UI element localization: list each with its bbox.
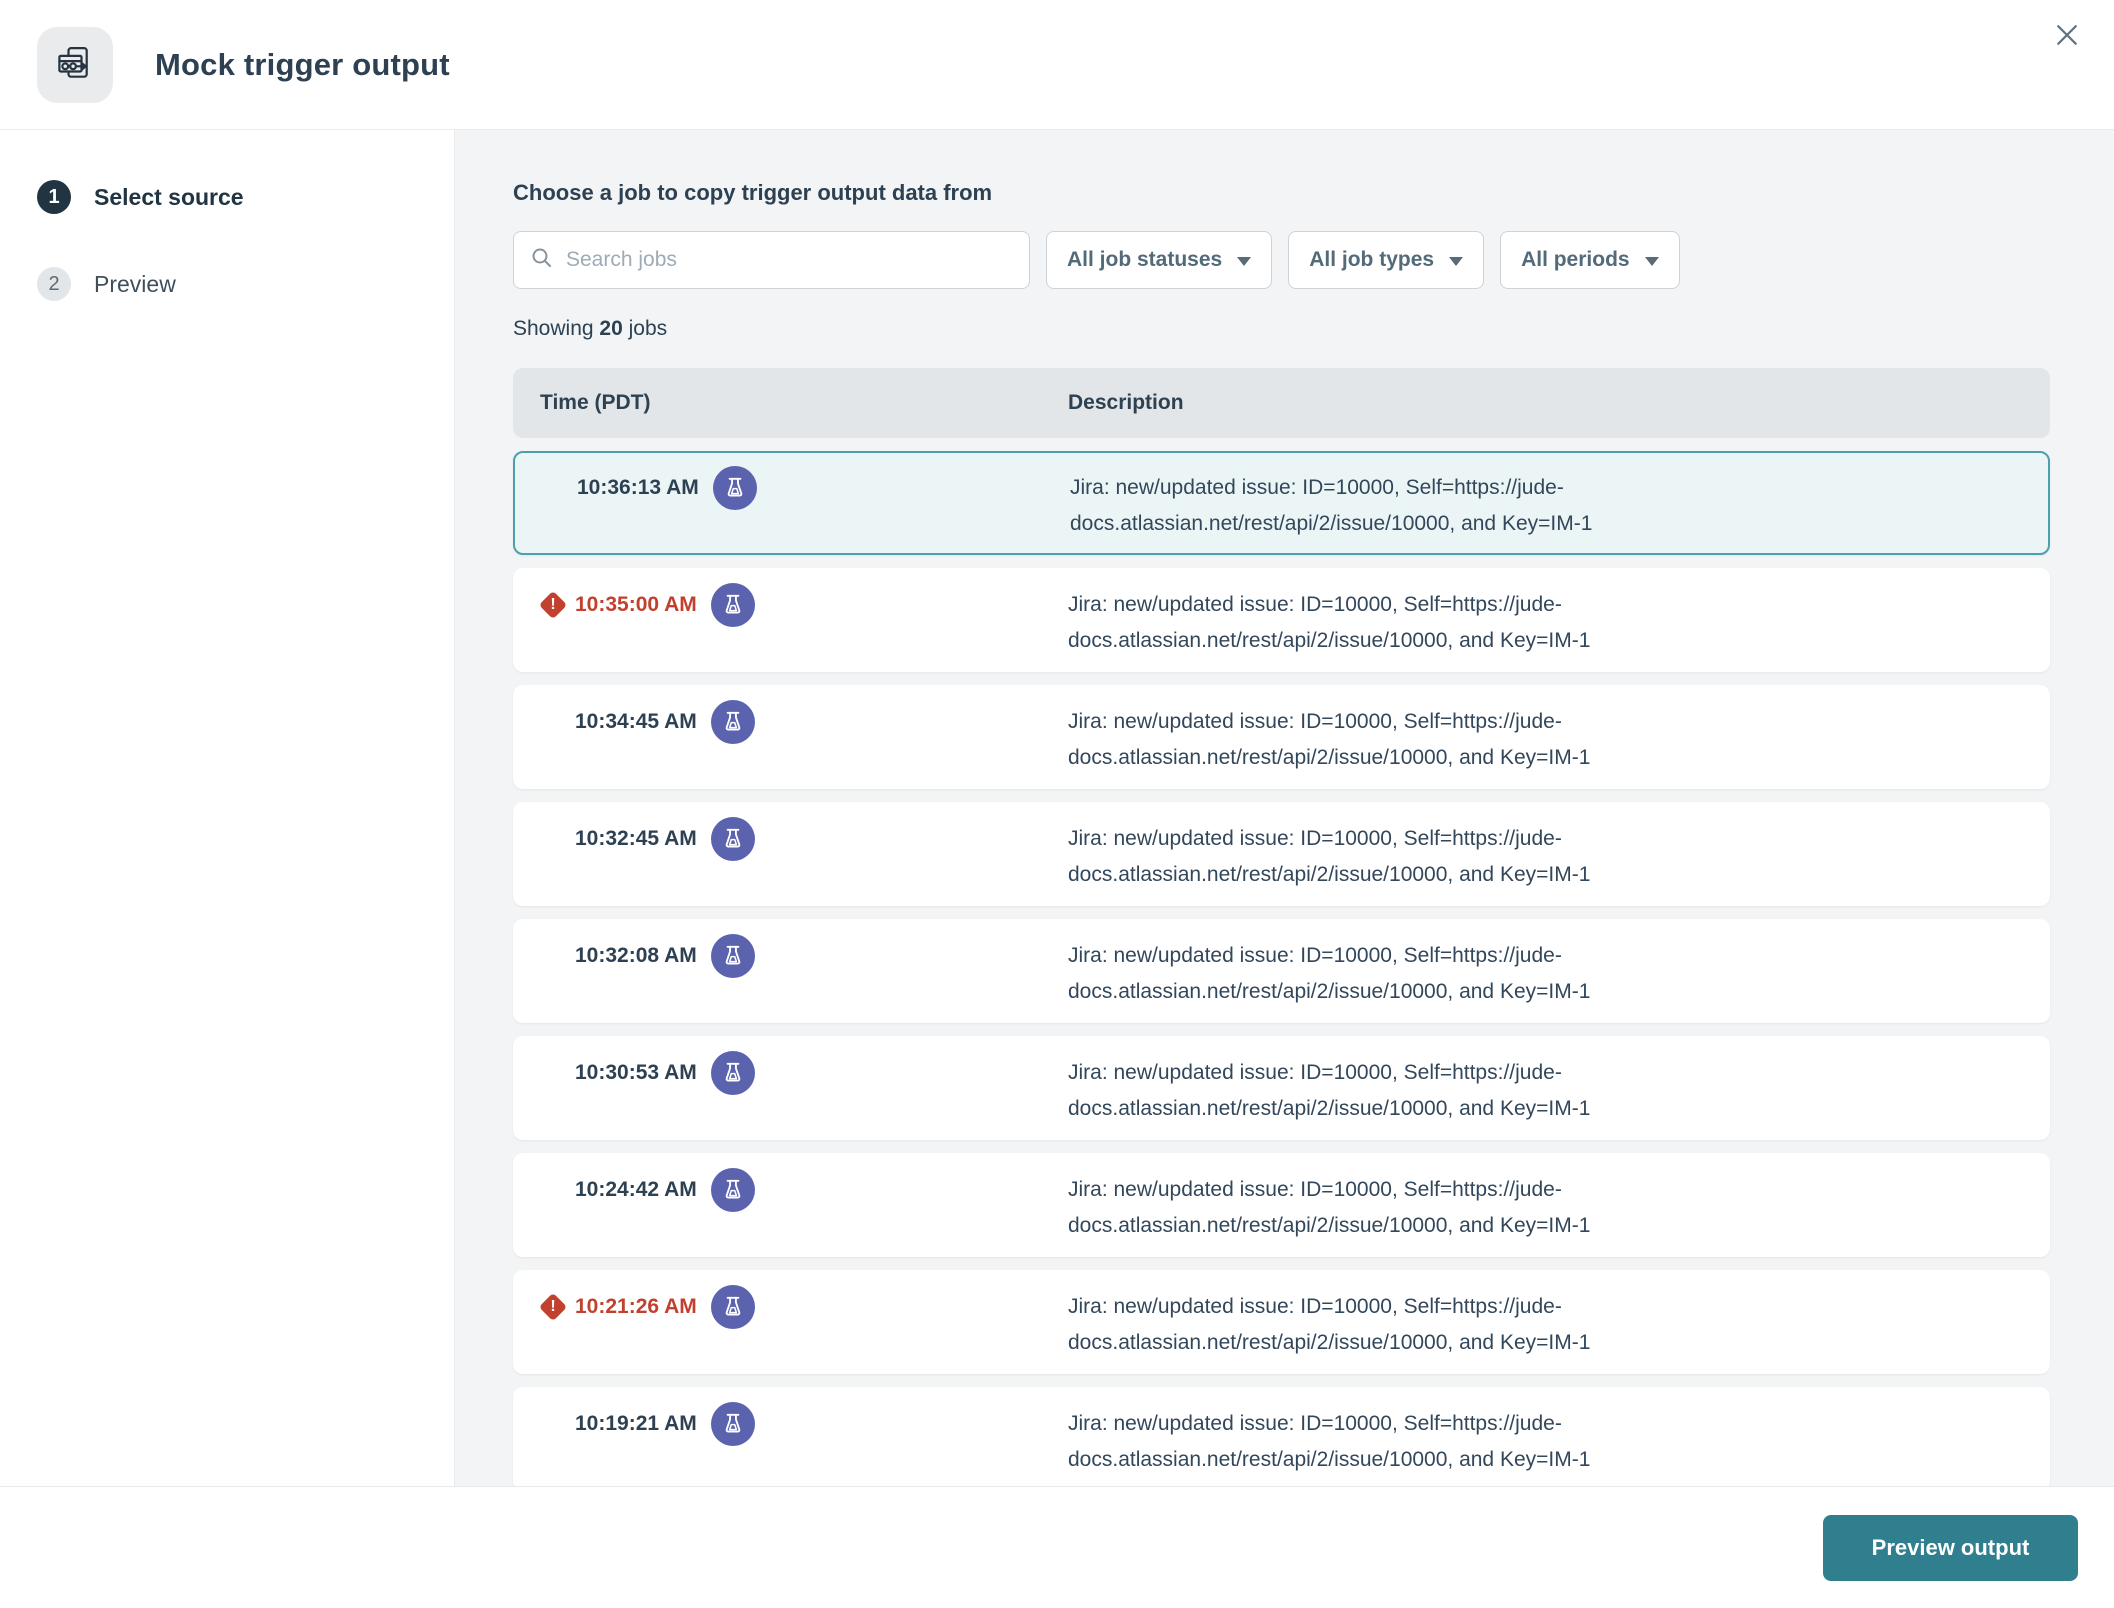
flask-icon <box>712 466 757 510</box>
column-header-description: Description <box>1068 391 1184 414</box>
filter-controls: All job statuses All job types All perio… <box>513 231 2050 289</box>
flask-icon <box>710 934 755 978</box>
job-time: 10:21:26 AM <box>575 1295 697 1318</box>
job-time: 10:24:42 AM <box>575 1178 697 1201</box>
step-number-badge: 2 <box>37 267 71 301</box>
job-description: Jira: new/updated issue: ID=10000, Self=… <box>1068 827 1591 886</box>
job-list: ! 10:36:13 AM Jira: new/updated issue: I… <box>513 451 2050 1486</box>
close-icon <box>2052 25 2082 53</box>
job-description: Jira: new/updated issue: ID=10000, Self=… <box>1068 1178 1591 1237</box>
time-cell: ! 10:36:13 AM <box>515 466 1070 510</box>
preview-output-button[interactable]: Preview output <box>1823 1514 2078 1581</box>
time-cell: ! 10:34:45 AM <box>513 700 1068 744</box>
time-cell: ! 10:35:00 AM <box>513 583 1068 627</box>
error-icon: ! <box>538 590 568 620</box>
flask-icon <box>710 700 755 744</box>
search-box[interactable] <box>513 231 1030 289</box>
table-row[interactable]: ! 10:30:53 AM Jira: new/updated issue: I… <box>513 1036 2050 1140</box>
job-description: Jira: new/updated issue: ID=10000, Self=… <box>1068 1061 1591 1120</box>
chevron-down-icon <box>1644 256 1659 266</box>
filter-label: All periods <box>1521 248 1630 271</box>
time-cell: ! 10:19:21 AM <box>513 1402 1068 1446</box>
job-time: 10:32:08 AM <box>575 944 697 967</box>
trigger-output-icon <box>37 26 113 103</box>
search-input[interactable] <box>566 248 1013 272</box>
main-content: Choose a job to copy trigger output data… <box>455 130 2114 1486</box>
chevron-down-icon <box>1237 256 1252 266</box>
table-row[interactable]: ! 10:19:21 AM Jira: new/updated issue: I… <box>513 1387 2050 1486</box>
column-header-time: Time (PDT) <box>540 391 651 414</box>
step-number-badge: 1 <box>37 180 71 214</box>
table-row[interactable]: ! 10:34:45 AM Jira: new/updated issue: I… <box>513 685 2050 789</box>
table-row[interactable]: ! 10:32:45 AM Jira: new/updated issue: I… <box>513 802 2050 906</box>
job-description: Jira: new/updated issue: ID=10000, Self=… <box>1068 1412 1591 1471</box>
close-button[interactable] <box>2046 14 2088 56</box>
steps-sidebar: 1 Select source 2 Preview <box>0 130 455 1486</box>
step-preview[interactable]: 2 Preview <box>37 267 454 301</box>
flask-icon <box>710 817 755 861</box>
time-cell: ! 10:32:45 AM <box>513 817 1068 861</box>
job-type-filter[interactable]: All job types <box>1288 231 1485 289</box>
chevron-down-icon <box>1449 256 1464 266</box>
results-count: Showing 20 jobs <box>513 317 668 340</box>
job-status-filter[interactable]: All job statuses <box>1046 231 1273 289</box>
job-description: Jira: new/updated issue: ID=10000, Self=… <box>1068 710 1591 769</box>
table-header: Time (PDT) Description <box>513 368 2050 438</box>
step-label: Select source <box>94 183 244 210</box>
time-cell: ! 10:30:53 AM <box>513 1051 1068 1095</box>
flask-icon <box>710 1285 755 1329</box>
time-cell: ! 10:32:08 AM <box>513 934 1068 978</box>
error-icon: ! <box>538 1292 568 1322</box>
job-description: Jira: new/updated issue: ID=10000, Self=… <box>1068 944 1591 1003</box>
time-cell: ! 10:24:42 AM <box>513 1168 1068 1212</box>
job-description: Jira: new/updated issue: ID=10000, Self=… <box>1070 476 1593 535</box>
flask-icon <box>710 1402 755 1446</box>
step-select-source[interactable]: 1 Select source <box>37 180 454 214</box>
step-label: Preview <box>94 270 176 297</box>
job-time: 10:19:21 AM <box>575 1412 697 1435</box>
job-time: 10:34:45 AM <box>575 710 697 733</box>
page-title: Choose a job to copy trigger output data… <box>513 180 993 205</box>
time-cell: ! 10:21:26 AM <box>513 1285 1068 1329</box>
flask-icon <box>710 1051 755 1095</box>
job-description: Jira: new/updated issue: ID=10000, Self=… <box>1068 1295 1591 1354</box>
period-filter[interactable]: All periods <box>1500 231 1680 289</box>
job-time: 10:32:45 AM <box>575 827 697 850</box>
table-row[interactable]: ! 10:24:42 AM Jira: new/updated issue: I… <box>513 1153 2050 1257</box>
job-description: Jira: new/updated issue: ID=10000, Self=… <box>1068 593 1591 652</box>
flask-icon <box>710 583 755 627</box>
dialog-title: Mock trigger output <box>155 46 450 82</box>
filter-label: All job types <box>1309 248 1435 271</box>
dialog-footer: Preview output <box>0 1486 2114 1608</box>
dialog-header: Mock trigger output <box>0 0 2114 130</box>
table-row[interactable]: ! 10:32:08 AM Jira: new/updated issue: I… <box>513 919 2050 1023</box>
job-time: 10:30:53 AM <box>575 1061 697 1084</box>
job-time: 10:36:13 AM <box>577 476 699 499</box>
table-row[interactable]: ! 10:36:13 AM Jira: new/updated issue: I… <box>513 451 2050 555</box>
filter-label: All job statuses <box>1067 248 1223 271</box>
search-icon <box>530 246 554 275</box>
table-row[interactable]: ! 10:21:26 AM Jira: new/updated issue: I… <box>513 1270 2050 1374</box>
flask-icon <box>710 1168 755 1212</box>
job-time: 10:35:00 AM <box>575 593 697 616</box>
table-row[interactable]: ! 10:35:00 AM Jira: new/updated issue: I… <box>513 568 2050 672</box>
